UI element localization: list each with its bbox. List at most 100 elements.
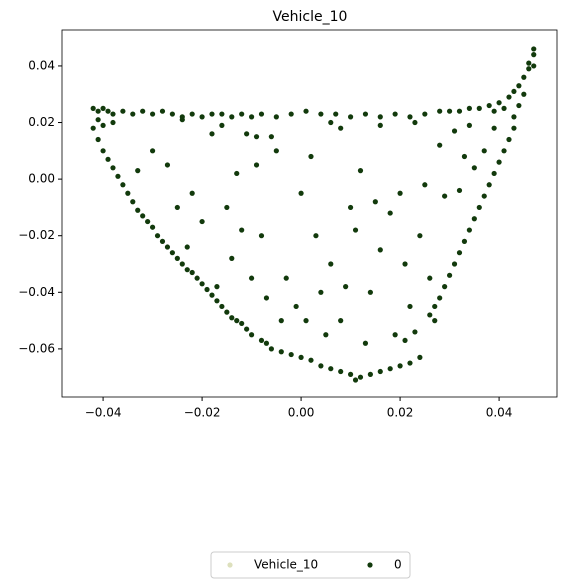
y-tick-label: −0.06 [18, 341, 55, 355]
point [456, 108, 463, 114]
point [209, 131, 215, 137]
point [338, 368, 344, 375]
point [422, 182, 428, 188]
point [446, 108, 453, 114]
legend-marker [227, 562, 233, 568]
point [357, 168, 364, 174]
point [318, 363, 324, 369]
point [362, 340, 369, 346]
point [95, 108, 101, 114]
point [219, 303, 225, 310]
point [407, 303, 413, 310]
y-tick-label: −0.02 [18, 228, 55, 242]
point [496, 159, 502, 165]
point [298, 190, 304, 196]
point [288, 351, 294, 358]
point [120, 182, 126, 188]
point [377, 368, 383, 375]
point [234, 170, 240, 177]
x-tick-label: −0.04 [85, 406, 122, 420]
point [239, 111, 245, 117]
point [451, 261, 458, 267]
point [115, 173, 121, 179]
point [273, 148, 279, 154]
point [461, 238, 468, 244]
point [328, 119, 334, 126]
point [90, 125, 96, 131]
point [169, 111, 175, 117]
point [417, 233, 423, 239]
point [486, 182, 492, 188]
point [199, 281, 205, 287]
point [135, 168, 141, 174]
point [456, 250, 463, 256]
point [491, 125, 497, 131]
point [347, 114, 354, 120]
point [293, 303, 299, 310]
point [189, 111, 195, 117]
point [214, 284, 220, 290]
point [135, 207, 141, 213]
point [456, 187, 463, 194]
point [481, 193, 487, 199]
point [387, 210, 393, 216]
point [476, 105, 482, 111]
point [531, 46, 537, 52]
point [466, 105, 472, 111]
point [130, 199, 136, 205]
point [437, 108, 443, 114]
point [248, 275, 255, 281]
point [258, 233, 265, 239]
point [248, 114, 255, 120]
point [486, 102, 492, 109]
point [357, 374, 364, 380]
point [90, 105, 96, 111]
point [179, 117, 185, 123]
point [189, 190, 195, 196]
point [303, 108, 309, 114]
point [105, 156, 111, 162]
point [110, 119, 116, 126]
point [229, 255, 235, 261]
point [318, 111, 324, 117]
point [501, 105, 507, 111]
point [219, 122, 225, 128]
point [100, 122, 106, 128]
point [209, 292, 215, 298]
point [268, 134, 274, 140]
point [352, 377, 359, 383]
point [239, 320, 245, 327]
point [95, 117, 101, 123]
point [323, 332, 329, 338]
point [437, 142, 443, 148]
point [531, 52, 537, 58]
point [367, 371, 373, 377]
point [263, 340, 270, 346]
point [392, 111, 398, 117]
point [184, 267, 190, 273]
point [100, 105, 106, 111]
point [511, 88, 517, 95]
point [516, 102, 522, 109]
point [125, 190, 131, 196]
point [338, 318, 344, 324]
point [446, 272, 453, 278]
point [159, 108, 166, 114]
point [278, 318, 284, 324]
point [273, 114, 279, 120]
point [402, 337, 408, 344]
plot-frame [61, 29, 558, 398]
point [427, 312, 433, 318]
point [214, 298, 220, 304]
point [140, 213, 146, 219]
point [526, 60, 532, 66]
point [506, 94, 512, 100]
point [511, 114, 517, 120]
point [308, 153, 314, 160]
point [531, 63, 537, 69]
point [95, 136, 101, 143]
point [149, 148, 156, 154]
point [496, 100, 502, 106]
point [343, 284, 349, 290]
point [491, 108, 497, 114]
